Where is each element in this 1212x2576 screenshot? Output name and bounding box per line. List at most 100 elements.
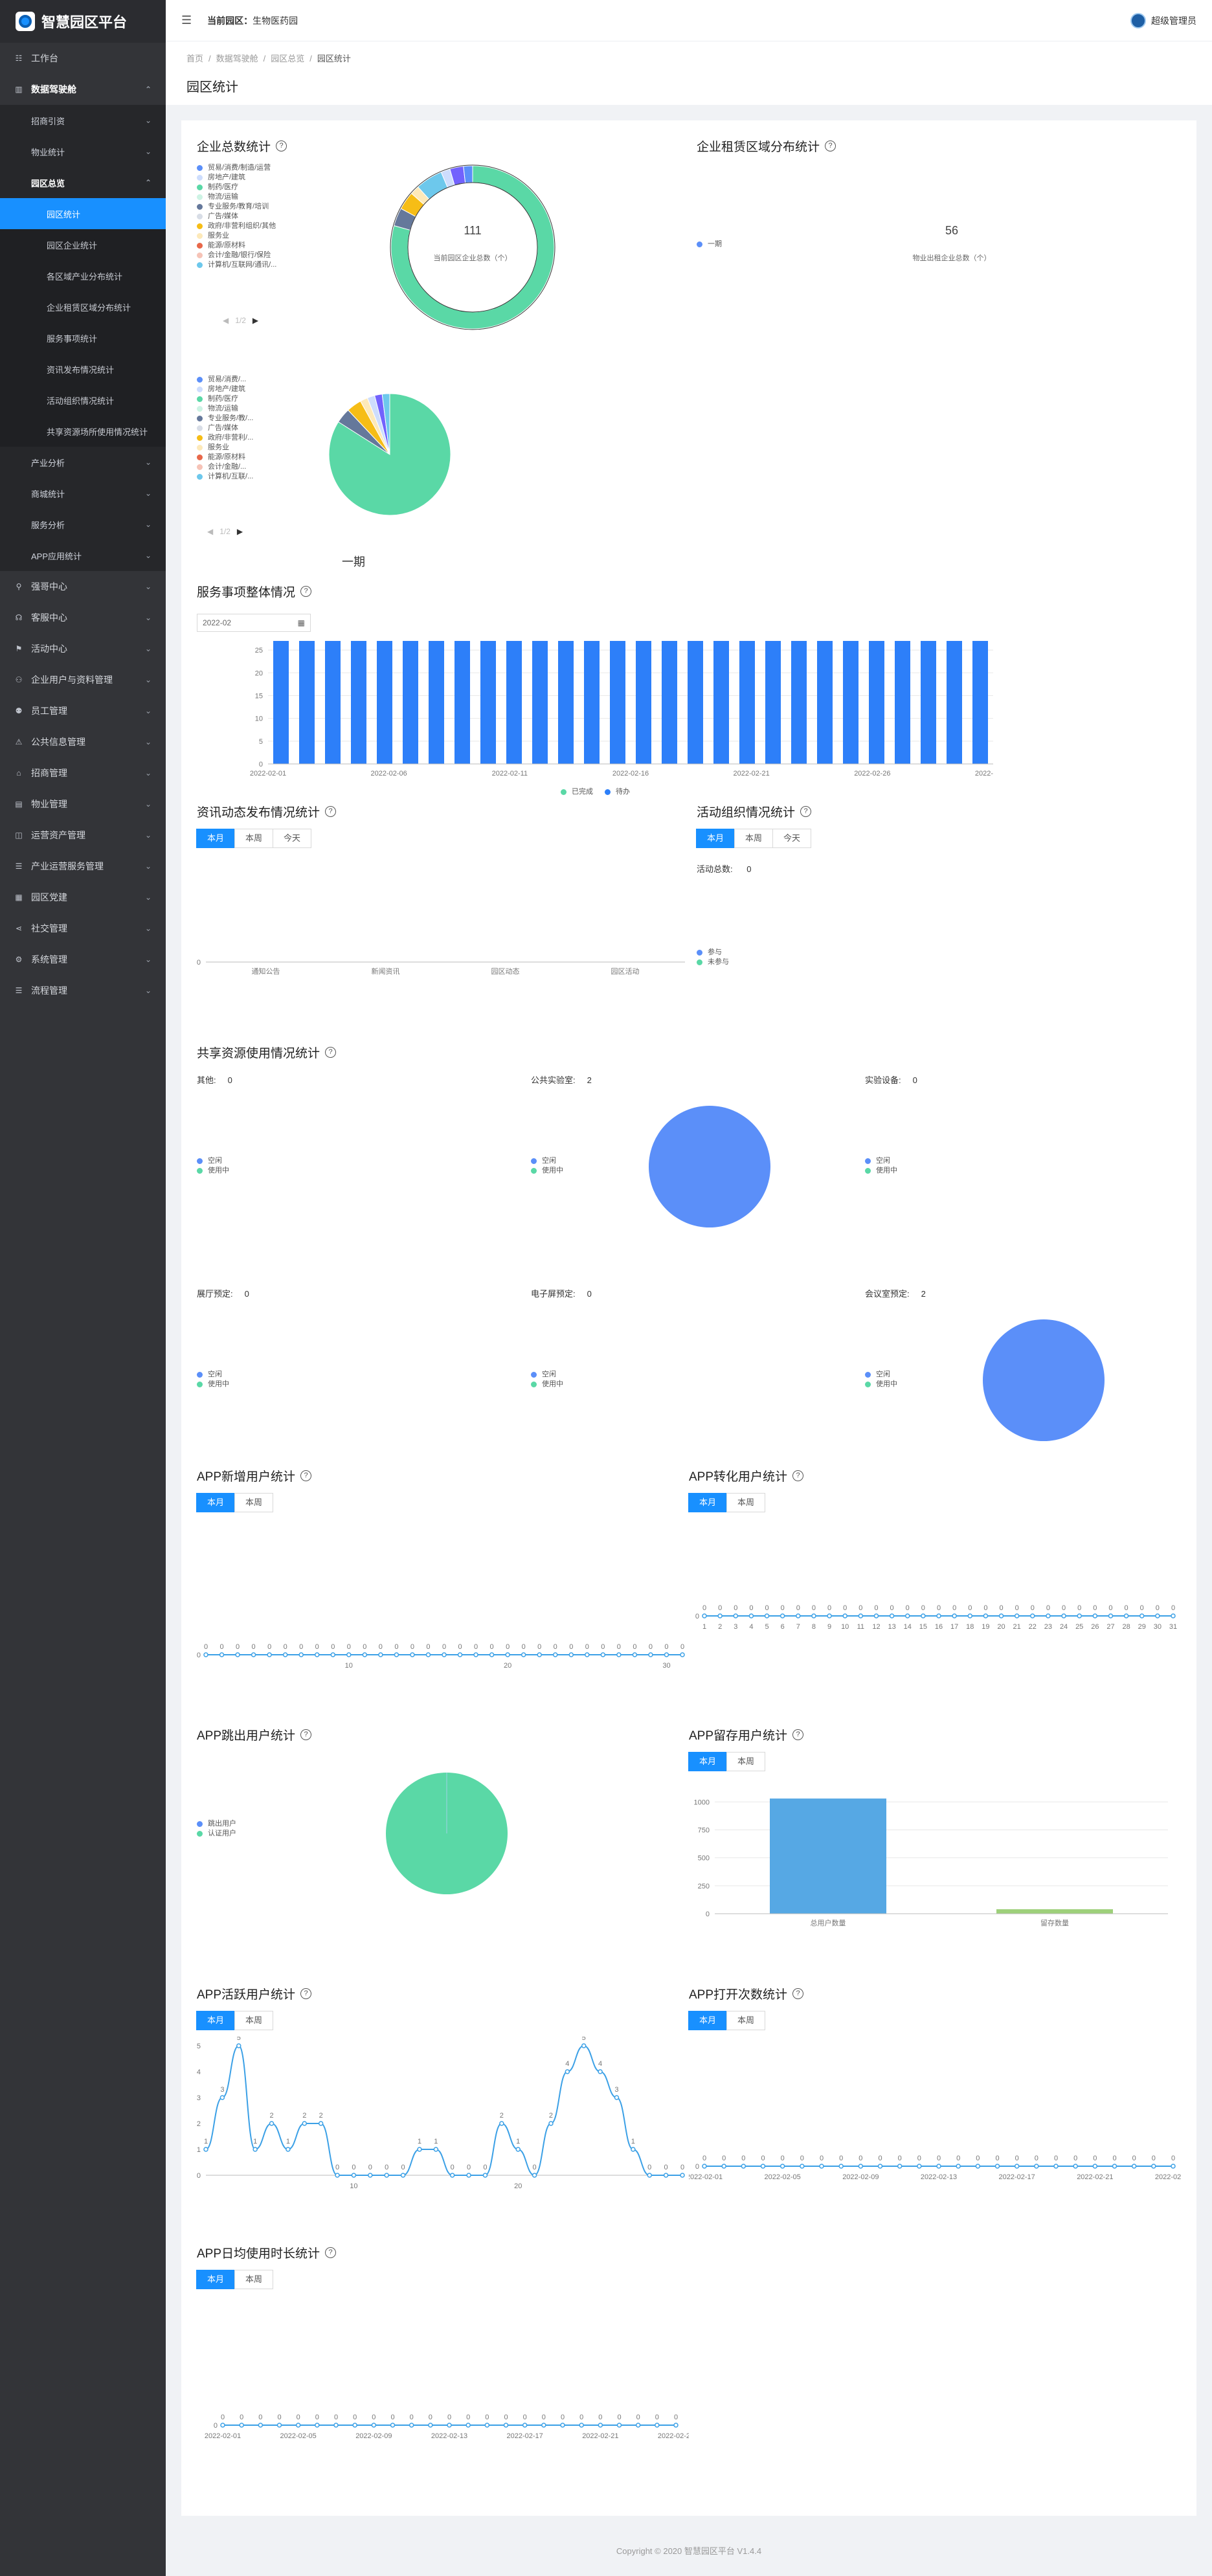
legend-item[interactable]: 空闲 [531,1370,563,1380]
breadcrumb-item[interactable]: 园区总览 [271,54,305,63]
tab-button[interactable]: 本周 [726,1493,766,1512]
sidebar-item[interactable]: ☷ 工作台 [0,43,166,74]
user-menu[interactable]: 超级管理员 [1130,12,1196,28]
sidebar-item[interactable]: 企业租赁区域分布统计 [0,291,166,322]
help-icon[interactable]: ? [325,1047,337,1058]
tab-button[interactable]: 本周 [234,2270,274,2289]
sidebar-item[interactable]: ⚙ 系统管理 ⌄ [0,944,166,975]
legend-item[interactable]: 使用中 [197,1166,229,1176]
tab-button[interactable]: 今天 [772,829,812,848]
sidebar-item[interactable]: 服务分析 ⌄ [0,509,166,540]
tab-button[interactable]: 今天 [273,829,312,848]
legend-item[interactable]: 计算机/互联/... [197,472,253,482]
legend-item[interactable]: 使用中 [865,1380,897,1389]
legend-item[interactable]: 专业服务/教育/培训 [197,202,276,212]
sidebar-item[interactable]: 招商引资 ⌄ [0,105,166,136]
sidebar-item[interactable]: ▤ 物业管理 ⌄ [0,789,166,820]
legend-item[interactable]: 会计/金融/... [197,462,253,472]
help-icon[interactable]: ? [276,140,287,151]
legend-item[interactable]: 贸易/消费/制造/运营 [197,163,276,173]
help-icon[interactable]: ? [300,1470,312,1481]
sidebar-item[interactable]: ⚇ 企业用户与资料管理 ⌄ [0,664,166,695]
sidebar-item[interactable]: 物业统计 ⌄ [0,136,166,167]
help-icon[interactable]: ? [300,1729,312,1740]
legend-item[interactable]: 贸易/消费/... [197,375,253,385]
breadcrumb-item[interactable]: 数据驾驶舱 [216,54,258,63]
sidebar-item[interactable]: 各区域产业分布统计 [0,260,166,291]
legend-item[interactable]: 制药/医疗 [197,183,276,192]
tab-button[interactable]: 本月 [696,829,735,848]
sidebar-item[interactable]: ⚲ 强哥中心 ⌄ [0,571,166,602]
sidebar-item[interactable]: ⋖ 社交管理 ⌄ [0,913,166,944]
legend-item[interactable]: 认证用户 [197,1829,236,1839]
sidebar-item[interactable]: ⚉ 员工管理 ⌄ [0,695,166,726]
sidebar-item[interactable]: 园区统计 [0,198,166,229]
sidebar-item[interactable]: APP应用统计 ⌄ [0,540,166,571]
help-icon[interactable]: ? [800,806,812,817]
help-icon[interactable]: ? [300,586,312,597]
legend-item[interactable]: 能源/原材料 [197,241,276,251]
sidebar-item[interactable]: ⚠ 公共信息管理 ⌄ [0,726,166,757]
sidebar-item[interactable]: ⌂ 招商管理 ⌄ [0,757,166,789]
sidebar-item[interactable]: ▦ 园区党建 ⌄ [0,882,166,913]
pager-prev-icon[interactable]: ◀ [207,527,214,536]
sidebar-item[interactable]: 园区企业统计 [0,229,166,260]
legend-item[interactable]: 空闲 [531,1156,563,1166]
sidebar-item[interactable]: ☰ 产业运营服务管理 ⌄ [0,851,166,882]
legend-item[interactable]: 政府/非营利组织/其他 [197,221,276,231]
legend-item[interactable]: 物流/运输 [197,192,276,202]
sidebar-item[interactable]: ▥ 数据驾驶舱 ⌃ [0,74,166,105]
pager-next-icon[interactable]: ▶ [252,316,259,325]
sidebar-item[interactable]: 园区总览 ⌃ [0,167,166,198]
legend-item[interactable]: 物流/运输 [197,404,253,414]
tab-button[interactable]: 本周 [234,829,274,848]
tab-button[interactable]: 本月 [196,2011,236,2030]
legend-item[interactable]: 未参与 [697,958,729,967]
help-icon[interactable]: ? [825,140,836,151]
help-icon[interactable]: ? [325,2247,337,2258]
legend-item[interactable]: 会计/金融/银行/保险 [197,251,276,260]
breadcrumb-item[interactable]: 园区统计 [317,54,351,63]
sidebar-item[interactable]: ☰ 流程管理 ⌄ [0,975,166,1006]
legend-item[interactable]: 空闲 [865,1156,897,1166]
legend-item[interactable]: 使用中 [865,1166,897,1176]
legend-item[interactable]: 房地产/建筑 [197,173,276,183]
tab-button[interactable]: 本月 [196,829,236,848]
legend-item[interactable]: 使用中 [531,1166,563,1176]
help-icon[interactable]: ? [792,1729,804,1740]
legend-item[interactable]: 广告/媒体 [197,423,253,433]
legend-item[interactable]: 空闲 [197,1156,229,1166]
legend-item[interactable]: 政府/非营利/... [197,433,253,443]
tab-button[interactable]: 本周 [726,1752,766,1771]
help-icon[interactable]: ? [792,1988,804,1999]
sidebar-item[interactable]: 商城统计 ⌄ [0,478,166,509]
sidebar-item[interactable]: 资讯发布情况统计 [0,353,166,385]
legend-item[interactable]: 待办 [605,787,630,797]
legend-item[interactable]: 计算机/互联网/通讯/... [197,260,276,270]
legend-item[interactable]: 已完成 [561,787,593,797]
pager-next-icon[interactable]: ▶ [236,527,243,536]
app-logo[interactable]: 智慧园区平台 [0,0,166,43]
tab-button[interactable]: 本周 [734,829,774,848]
legend-item[interactable]: 制药/医疗 [197,394,253,404]
sidebar-item[interactable]: 活动组织情况统计 [0,385,166,416]
legend-item[interactable]: 使用中 [197,1380,229,1389]
legend-item[interactable]: 跳出用户 [197,1819,236,1829]
sidebar-item[interactable]: ☊ 客服中心 ⌄ [0,602,166,633]
sidebar-item[interactable]: 产业分析 ⌄ [0,447,166,478]
month-picker[interactable]: 2022-02 ▦ [197,614,311,632]
legend-item[interactable]: 服务业 [197,443,253,453]
tab-button[interactable]: 本月 [688,2011,728,2030]
tab-button[interactable]: 本周 [234,1493,274,1512]
tab-button[interactable]: 本月 [196,1493,236,1512]
sidebar-item[interactable]: ⚑ 活动中心 ⌄ [0,633,166,664]
help-icon[interactable]: ? [325,806,337,817]
legend-item[interactable]: 一期 [697,240,722,249]
legend-item[interactable]: 使用中 [531,1380,563,1389]
sidebar-item[interactable]: ◫ 运营资产管理 ⌄ [0,820,166,851]
menu-fold-icon[interactable]: ☰ [181,14,192,27]
pager-prev-icon[interactable]: ◀ [223,316,229,325]
sidebar-item[interactable]: 服务事项统计 [0,322,166,353]
legend-item[interactable]: 广告/媒体 [197,212,276,221]
sidebar-item[interactable]: 共享资源场所使用情况统计 [0,416,166,447]
